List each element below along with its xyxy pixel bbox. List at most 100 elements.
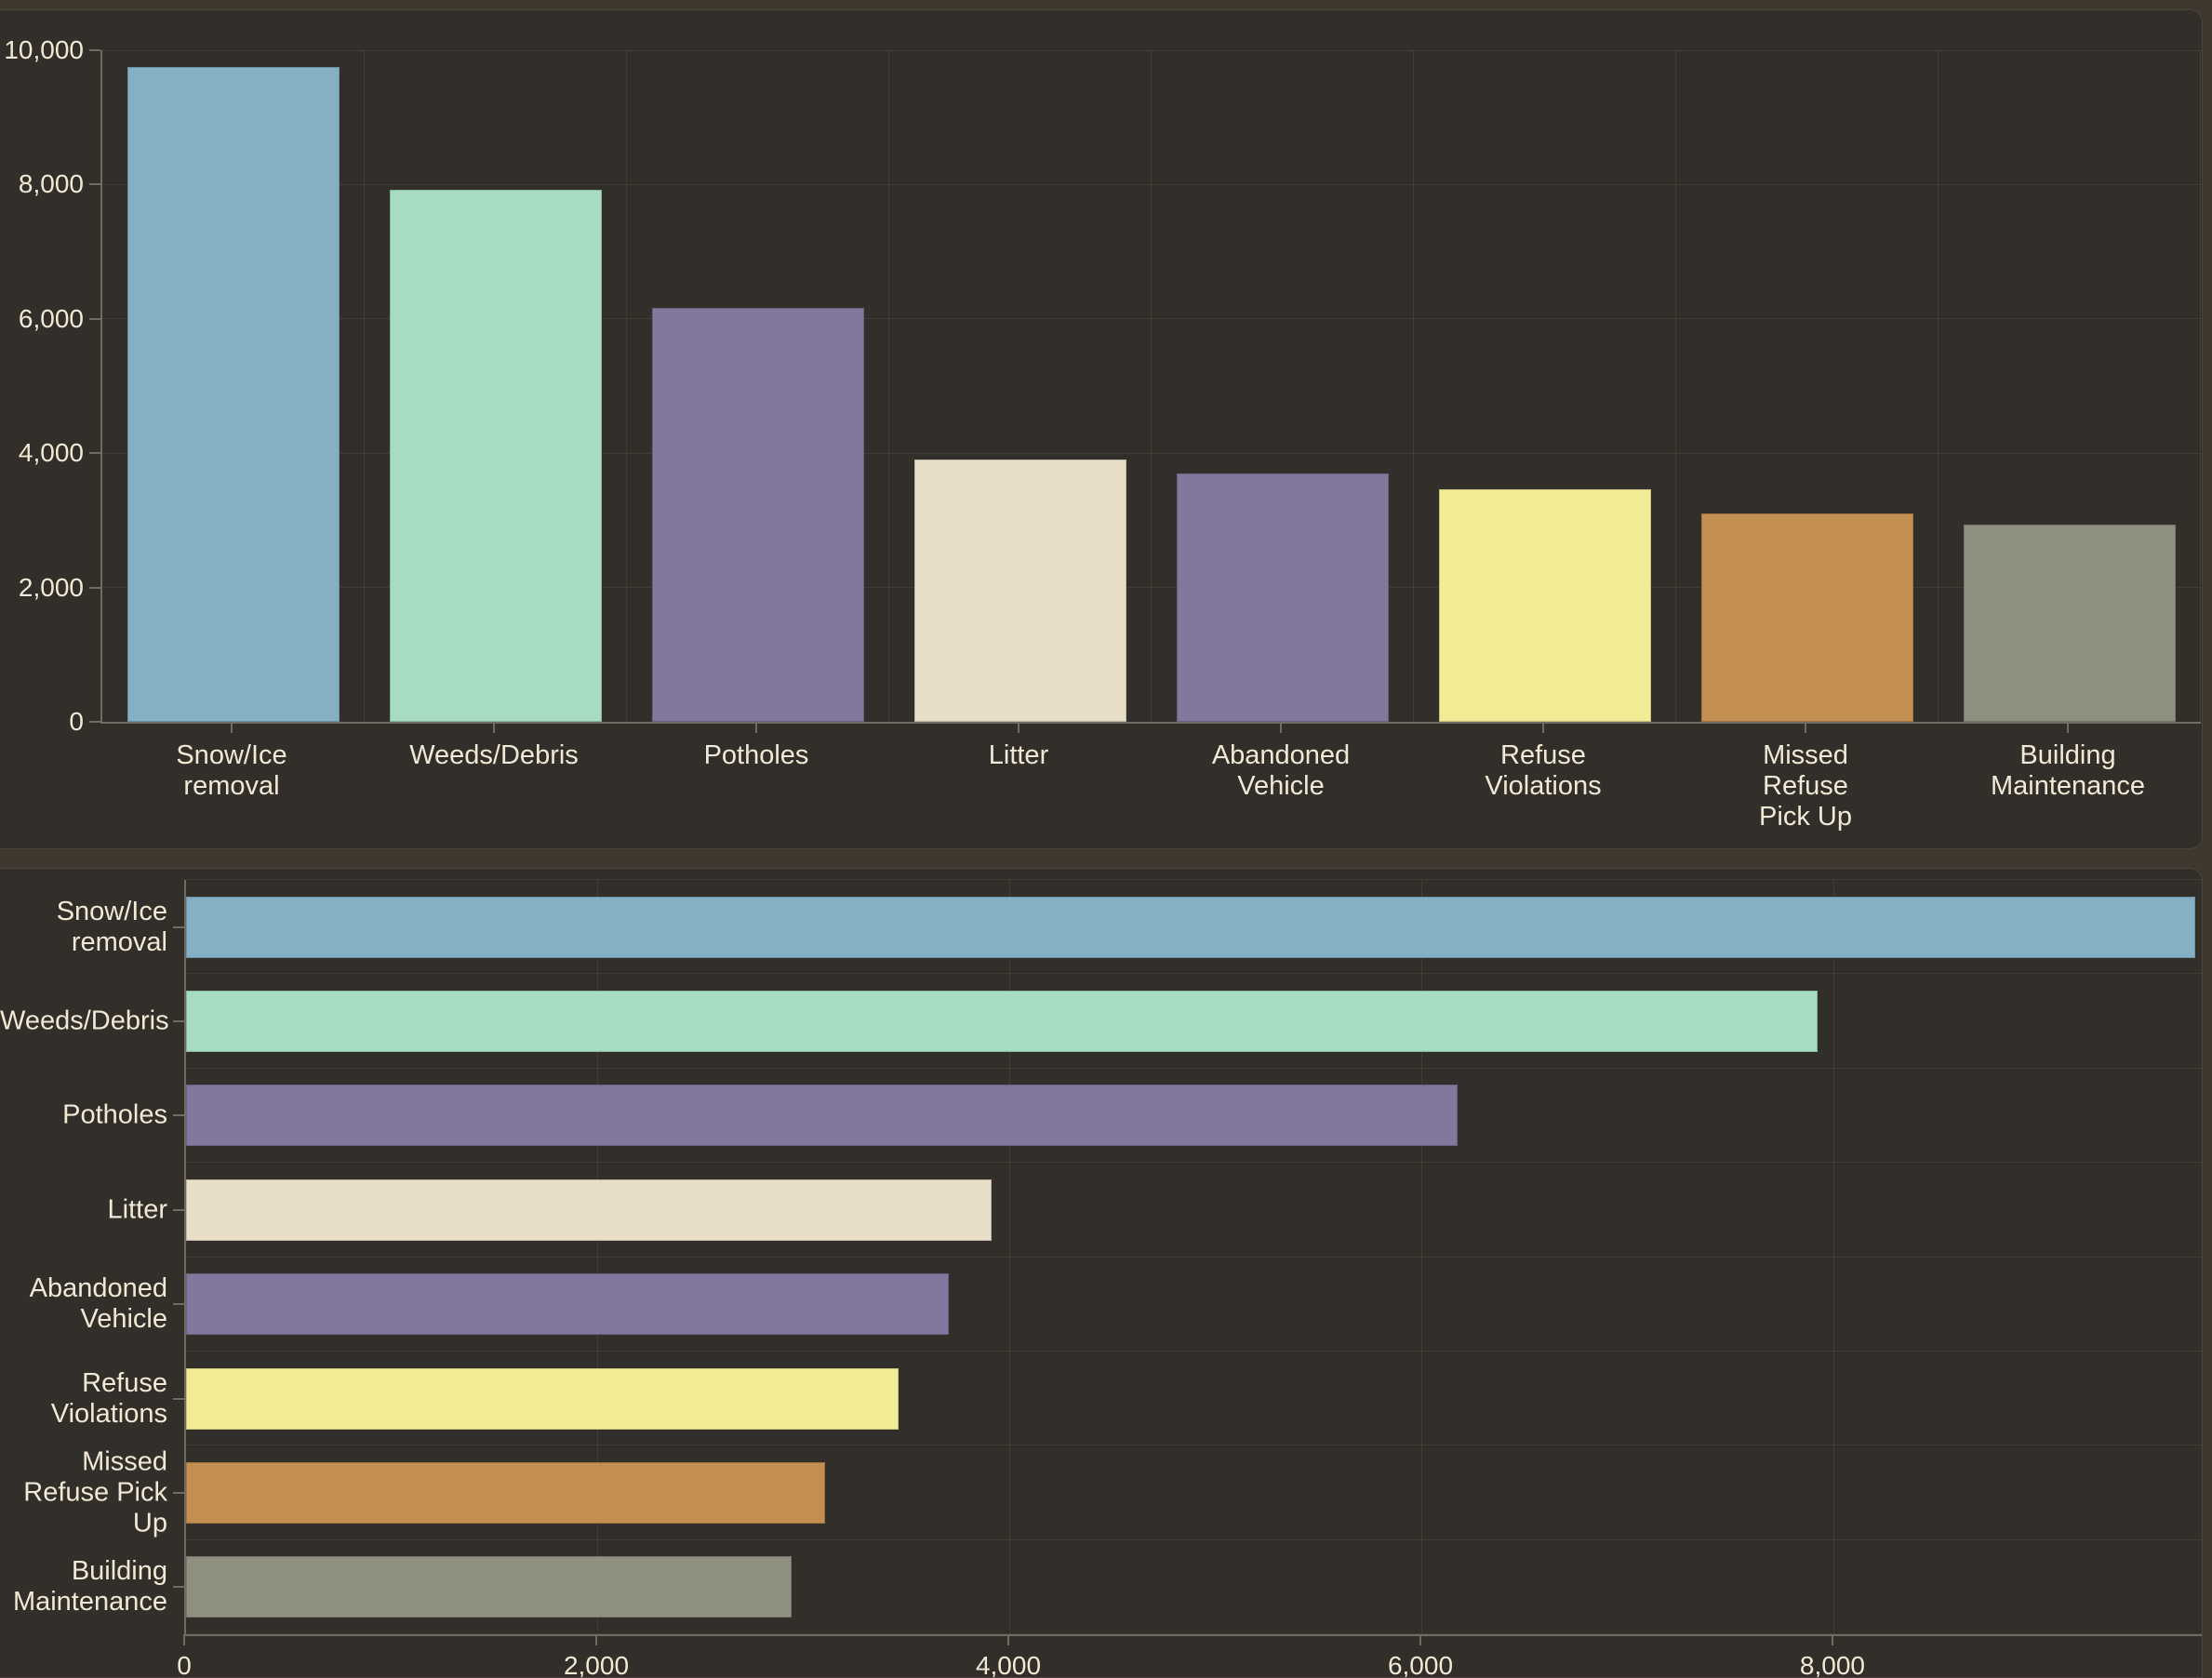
category-label-abandoned-vehicle: Abandoned Vehicle [1211, 740, 1351, 801]
x-axis-tick-label: 4,000 [975, 1651, 1042, 1678]
row-bar-snow-ice-removal[interactable] [186, 896, 2195, 958]
x-axis-tick-mark [1831, 1634, 1833, 1645]
category-boundary-gridline [888, 50, 889, 722]
y-axis-tick-mark [89, 586, 100, 589]
category-label-weeds-debris: Weeds/Debris [409, 740, 579, 770]
row-boundary-gridline [186, 879, 2202, 880]
x-axis-tick-mark [2067, 722, 2069, 733]
x-axis-tick-label: 2,000 [563, 1651, 630, 1678]
y-gridline [102, 587, 2201, 589]
row-bar-missed-refuse-pick-up[interactable] [186, 1461, 825, 1524]
row-boundary-gridline [186, 1162, 2202, 1164]
y-axis-tick-label: 2,000 [18, 572, 84, 602]
category-label-missed-refuse-pick-up: Missed Refuse Pick Up [1759, 740, 1852, 832]
column-bar-snow-ice-removal[interactable] [127, 67, 340, 722]
x-axis-tick-mark [493, 722, 495, 733]
column-bar-refuse-violations[interactable] [1439, 489, 1651, 722]
x-gridline [1833, 880, 1835, 1634]
category-boundary-gridline [1938, 50, 1939, 722]
column-bar-litter[interactable] [914, 459, 1126, 722]
y-axis-tick-mark [89, 452, 100, 455]
category-label-weeds-debris: Weeds/Debris [0, 1005, 169, 1036]
y-axis-tick-mark [173, 1491, 184, 1494]
y-axis-tick-label: 0 [69, 707, 84, 736]
x-axis-tick-mark [1280, 722, 1282, 733]
category-label-refuse-violations: Refuse Violations [1485, 740, 1602, 801]
y-axis-tick-mark [89, 317, 100, 320]
row-boundary-gridline [186, 973, 2202, 975]
column-bar-potholes[interactable] [652, 307, 864, 722]
category-label-snow-ice-removal: Snow/Ice removal [176, 740, 287, 801]
category-boundary-gridline [626, 50, 627, 722]
y-axis-tick-mark [173, 1303, 184, 1306]
y-axis-tick-mark [173, 1114, 184, 1117]
row-boundary-gridline [186, 1538, 2202, 1540]
category-boundary-gridline [1675, 50, 1676, 722]
x-axis-tick-mark [1805, 722, 1806, 733]
x-axis-tick-label: 8,000 [1799, 1651, 1866, 1678]
category-label-building-maintenance: Building Maintenance [1990, 740, 2146, 801]
category-label-potholes: Potholes [62, 1099, 167, 1130]
y-axis-tick-mark [173, 1586, 184, 1589]
row-bar-potholes[interactable] [186, 1085, 1458, 1147]
category-boundary-gridline [1413, 50, 1414, 722]
y-axis-tick-mark [89, 49, 100, 51]
x-axis-tick-mark [755, 722, 757, 733]
category-label-refuse-violations: Refuse Violations [50, 1367, 167, 1429]
category-label-snow-ice-removal: Snow/Ice removal [56, 896, 167, 957]
y-axis-tick-label: 8,000 [18, 169, 84, 199]
y-axis-tick-label: 10,000 [4, 35, 84, 64]
y-axis-tick-mark [173, 1020, 184, 1023]
category-label-potholes: Potholes [703, 740, 809, 770]
column-bar-building-maintenance[interactable] [1964, 524, 2176, 722]
row-bar-weeds-debris[interactable] [186, 991, 1819, 1053]
y-axis-tick-mark [173, 926, 184, 928]
x-axis-tick-mark [1542, 722, 1544, 733]
y-axis-tick-mark [173, 1208, 184, 1211]
bar-chart-panel: Snow/Ice removal Weeds/Debris Potholes Litt… [0, 868, 2203, 1678]
x-gridline [597, 880, 599, 1634]
column-bar-missed-refuse-pick-up[interactable] [1701, 513, 1913, 722]
x-axis-tick-mark [1419, 1634, 1421, 1645]
category-label-abandoned-vehicle: Abandoned Vehicle [29, 1273, 167, 1335]
column-bar-weeds-debris[interactable] [390, 190, 602, 722]
x-gridline [1421, 880, 1423, 1634]
y-gridline [102, 49, 2201, 51]
category-label-missed-refuse-pick-up: Missed Refuse Pick Up [23, 1446, 167, 1538]
row-boundary-gridline [186, 1350, 2202, 1352]
column-chart-plot-area [100, 49, 2201, 724]
row-bar-refuse-violations[interactable] [186, 1367, 899, 1430]
x-axis-tick-mark [594, 1634, 597, 1645]
y-axis-tick-label: 6,000 [18, 303, 84, 333]
row-bar-building-maintenance[interactable] [186, 1556, 793, 1618]
category-label-building-maintenance: Building Maintenance [12, 1556, 167, 1618]
row-boundary-gridline [186, 1633, 2202, 1634]
row-bar-litter[interactable] [186, 1179, 993, 1241]
y-axis-tick-label: 4,000 [18, 438, 84, 468]
x-axis-tick-label: 6,000 [1387, 1651, 1454, 1678]
category-label-litter: Litter [988, 740, 1049, 770]
x-gridline [1009, 880, 1011, 1634]
x-axis-tick-label: 0 [177, 1651, 192, 1678]
y-gridline [102, 452, 2201, 454]
row-boundary-gridline [186, 1256, 2202, 1258]
x-axis-tick-mark [1006, 1634, 1009, 1645]
column-bar-abandoned-vehicle[interactable] [1177, 473, 1389, 722]
y-axis-tick-mark [173, 1397, 184, 1400]
category-boundary-gridline [2200, 50, 2201, 722]
bar-chart-plot-area [184, 879, 2202, 1636]
category-boundary-gridline [1151, 50, 1152, 722]
row-boundary-gridline [186, 1067, 2202, 1069]
category-boundary-gridline [364, 50, 365, 722]
y-axis-tick-mark [89, 183, 100, 186]
x-axis-tick-mark [231, 722, 233, 733]
y-gridline [102, 183, 2201, 185]
y-gridline [102, 318, 2201, 320]
x-axis-tick-mark [1018, 722, 1019, 733]
category-label-litter: Litter [107, 1194, 167, 1225]
row-bar-abandoned-vehicle[interactable] [186, 1273, 949, 1336]
column-chart-panel: 0 2,000 4,000 6,000 8,000 10,000 Snow/Ice remo… [0, 9, 2203, 849]
x-axis-tick-mark [183, 1634, 185, 1645]
y-axis-tick-mark [89, 721, 100, 723]
